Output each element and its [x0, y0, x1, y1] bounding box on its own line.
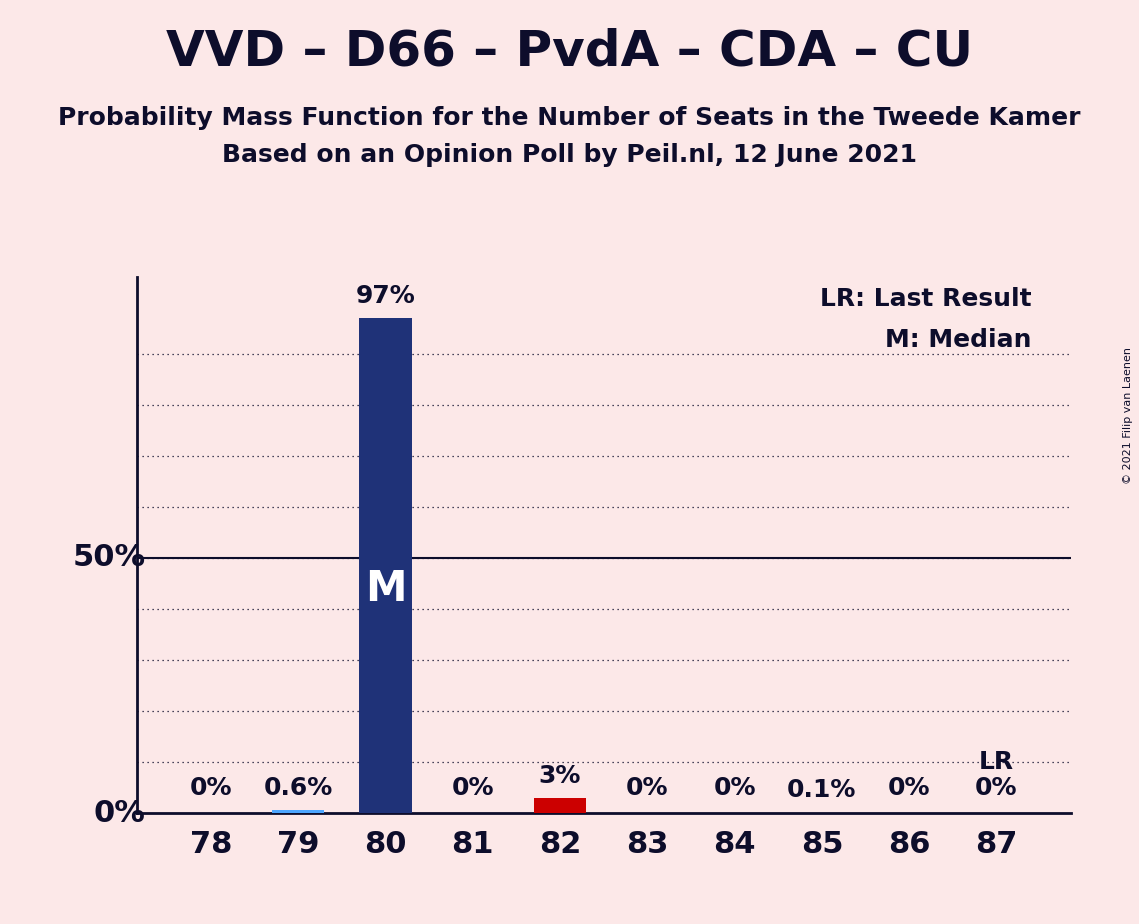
Text: 0%: 0%: [975, 776, 1018, 800]
Text: VVD – D66 – PvdA – CDA – CU: VVD – D66 – PvdA – CDA – CU: [166, 28, 973, 76]
Text: Probability Mass Function for the Number of Seats in the Tweede Kamer: Probability Mass Function for the Number…: [58, 106, 1081, 130]
Text: Based on an Opinion Poll by Peil.nl, 12 June 2021: Based on an Opinion Poll by Peil.nl, 12 …: [222, 143, 917, 167]
Text: 0%: 0%: [93, 798, 146, 828]
Text: 0.6%: 0.6%: [263, 776, 333, 800]
Text: LR: Last Result: LR: Last Result: [820, 287, 1032, 311]
Text: 50%: 50%: [72, 543, 146, 573]
Text: © 2021 Filip van Laenen: © 2021 Filip van Laenen: [1123, 347, 1133, 484]
Bar: [359, 318, 411, 813]
Text: 0%: 0%: [626, 776, 669, 800]
Text: 0%: 0%: [888, 776, 931, 800]
Text: LR: LR: [978, 750, 1014, 774]
Text: 0.1%: 0.1%: [787, 778, 857, 802]
Text: 3%: 3%: [539, 763, 581, 787]
Text: 0%: 0%: [713, 776, 756, 800]
Text: M: Median: M: Median: [885, 328, 1032, 352]
Text: 0%: 0%: [189, 776, 232, 800]
Text: 97%: 97%: [355, 284, 416, 308]
Bar: [272, 810, 325, 813]
Text: M: M: [364, 567, 407, 610]
Bar: [534, 797, 587, 813]
Text: 0%: 0%: [451, 776, 494, 800]
